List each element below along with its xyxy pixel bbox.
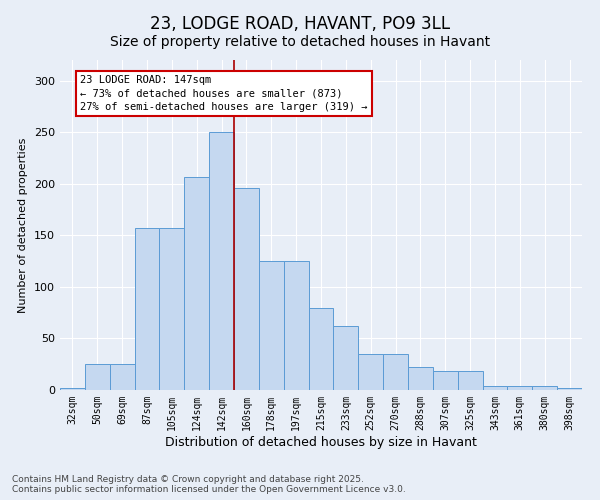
Bar [408, 368, 433, 390]
Bar [458, 372, 482, 390]
Bar [209, 132, 234, 390]
Text: Size of property relative to detached houses in Havant: Size of property relative to detached ho… [110, 35, 490, 49]
Text: Contains HM Land Registry data © Crown copyright and database right 2025.
Contai: Contains HM Land Registry data © Crown c… [12, 474, 406, 494]
Bar [557, 388, 582, 390]
Bar [383, 354, 408, 390]
Bar [308, 308, 334, 390]
Bar [508, 386, 532, 390]
Y-axis label: Number of detached properties: Number of detached properties [19, 138, 28, 312]
Bar [358, 354, 383, 390]
Bar [259, 261, 284, 390]
Bar [334, 326, 358, 390]
X-axis label: Distribution of detached houses by size in Havant: Distribution of detached houses by size … [165, 436, 477, 448]
Bar [532, 386, 557, 390]
Bar [160, 228, 184, 390]
Bar [184, 176, 209, 390]
Text: 23 LODGE ROAD: 147sqm
← 73% of detached houses are smaller (873)
27% of semi-det: 23 LODGE ROAD: 147sqm ← 73% of detached … [80, 76, 367, 112]
Bar [60, 388, 85, 390]
Bar [110, 364, 134, 390]
Bar [482, 386, 508, 390]
Bar [433, 372, 458, 390]
Bar [284, 261, 308, 390]
Bar [134, 228, 160, 390]
Bar [85, 364, 110, 390]
Bar [234, 188, 259, 390]
Text: 23, LODGE ROAD, HAVANT, PO9 3LL: 23, LODGE ROAD, HAVANT, PO9 3LL [150, 15, 450, 33]
